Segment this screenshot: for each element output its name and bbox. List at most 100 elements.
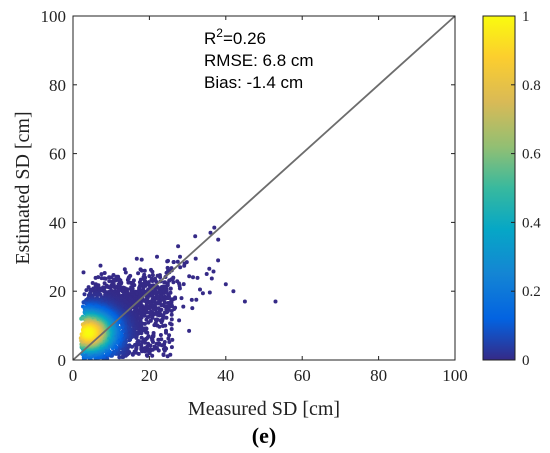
scatter-point [113,285,118,290]
colorbar-tick-label: 0.8 [522,78,541,94]
scatter-point [107,285,112,290]
scatter-point [134,335,139,340]
scatter-point [170,337,175,342]
x-tick-label: 100 [442,366,468,385]
x-tick-label: 60 [294,366,311,385]
scatter-point [146,341,151,346]
scatter-point [168,286,173,291]
scatter-point [153,317,158,322]
x-tick-label: 0 [69,366,78,385]
scatter-point [187,274,192,279]
y-tick-label: 100 [41,7,67,26]
scatter-point [204,272,209,276]
scatter-point [117,355,122,360]
scatter-point [140,339,145,344]
scatter-point [167,333,172,338]
scatter-point [194,297,199,302]
scatter-point [223,282,228,287]
scatter-point [150,269,155,274]
scatter-point [212,225,217,230]
scatter-point [169,327,174,331]
scatter-point [160,324,165,328]
scatter-points [78,225,278,360]
scatter-point [169,312,174,317]
scatter-point [207,290,212,295]
y-tick-label: 20 [49,282,66,301]
scatter-point [187,328,192,333]
colorbar-tick-label: 0.2 [522,284,541,300]
scatter-point [144,353,149,358]
scatter-point [242,299,247,304]
scatter-point [209,276,214,281]
scatter-point [146,320,151,325]
scatter-point [178,265,183,270]
scatter-point [122,267,127,272]
scatter-point [123,270,128,275]
scatter-point [93,275,98,280]
scatter-point [159,303,164,308]
x-tick-label: 40 [217,366,234,385]
scatter-point [193,234,198,239]
scatter-point [99,276,104,281]
scatter-point [86,330,91,334]
scatter-point [169,309,174,313]
y-tick-label: 60 [49,145,66,164]
one-to-one-line [72,15,456,361]
scatter-point [167,340,172,344]
scatter-point [102,271,107,275]
scatter-point [171,280,176,285]
scatter-point [154,341,159,346]
scatter-point [155,312,160,317]
scatter-point [211,269,216,274]
scatter-point [158,318,163,323]
scatter-point [126,280,131,285]
scatter-point [152,323,157,328]
scatter-point [168,321,173,326]
scatter-point [273,299,278,304]
scatter-point [181,282,186,287]
scatter-point [179,296,184,301]
scatter-point [161,347,166,351]
scatter-point [112,349,116,354]
scatter-point [216,258,221,263]
scatter-point [207,266,212,271]
scatter-point [149,293,154,298]
scatter-point [90,281,95,285]
scatter-point [98,263,103,268]
scatter-point [178,254,182,259]
y-tick-label: 40 [49,213,66,232]
bias-stat: Bias: -1.4 cm [204,73,303,92]
scatter-point [156,337,161,342]
y-axis: 0 20 40 60 80 100 [41,7,455,370]
scatter-point [99,272,104,277]
scatter-point [142,268,147,273]
colorbar-tick-label: 1 [522,9,530,25]
colorbar-tick-label: 0.6 [522,147,541,163]
scatter-point [120,289,125,294]
scatter-point [231,289,236,294]
scatter-point [171,260,176,265]
scatter-point [193,256,198,261]
scatter-point [169,345,174,350]
r-squared-stat: R2=0.26 [204,26,266,48]
scatter-point [200,291,205,296]
scatter-point [139,342,144,347]
x-tick-label: 80 [370,366,387,385]
scatter-point [149,336,154,341]
scatter-point [208,230,213,235]
rmse-stat: RMSE: 6.8 cm [204,51,314,70]
scatter-point [162,280,167,285]
y-tick-label: 80 [49,76,66,95]
scatter-point [84,288,89,293]
scatter-point [103,276,108,281]
scatter-point [195,275,200,280]
y-tick-label: 0 [58,351,67,370]
scatter-point [133,342,137,347]
x-axis: 0 20 40 60 80 100 [69,16,468,385]
colorbar: 0 0.2 0.4 0.6 0.8 1 [482,9,541,369]
scatter-point [82,292,87,297]
scatter-point [142,349,147,354]
colorbar-tick-label: 0 [522,353,530,369]
scatter-point [139,257,144,262]
